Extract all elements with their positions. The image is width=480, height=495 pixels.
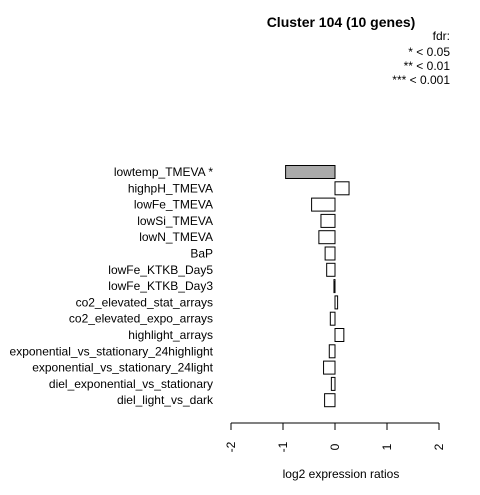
category-label: lowFe_KTKB_Day3 — [108, 279, 213, 293]
x-tick-label: 0 — [328, 443, 342, 450]
x-axis: -2 -1 0 1 2 — [224, 422, 446, 452]
bar — [334, 181, 350, 196]
bar — [330, 376, 336, 391]
bar — [323, 360, 336, 375]
bar — [320, 213, 336, 228]
x-tick-label: 2 — [432, 443, 446, 450]
category-label: lowSi_TMEVA — [137, 214, 213, 228]
category-label: highpH_TMEVA — [128, 181, 213, 195]
x-axis-label: log2 expression ratios — [283, 467, 400, 481]
category-label: BaP — [190, 247, 213, 261]
bar — [324, 393, 336, 408]
category-label: co2_elevated_expo_arrays — [69, 312, 213, 326]
category-label: exponential_vs_stationary_24light — [32, 361, 213, 375]
category-label: diel_light_vs_dark — [117, 393, 214, 407]
bar — [311, 197, 336, 212]
chart-title: Cluster 104 (10 genes) — [267, 14, 416, 30]
bar — [329, 311, 336, 326]
category-label: lowFe_TMEVA — [134, 198, 213, 212]
x-tick-label: -2 — [224, 441, 238, 452]
bar — [333, 279, 336, 294]
bar — [334, 328, 345, 342]
legend-entry: *** < 0.001 — [392, 73, 450, 87]
x-tick-label: 1 — [380, 443, 394, 450]
category-label: diel_exponential_vs_stationary — [49, 377, 213, 391]
bar — [285, 165, 336, 179]
legend-entry: ** < 0.01 — [404, 59, 451, 73]
bars — [285, 165, 350, 408]
bar — [328, 344, 336, 359]
x-tick-label: -1 — [276, 441, 290, 452]
category-label: exponential_vs_stationary_24highlight — [10, 344, 214, 358]
category-labels: lowtemp_TMEVA * highpH_TMEVA lowFe_TMEVAlo… — [10, 165, 214, 407]
bar — [334, 295, 339, 310]
bar — [318, 230, 336, 245]
legend: fdr: * < 0.05 ** < 0.01 *** < 0.001 — [392, 29, 450, 87]
bar — [324, 246, 336, 261]
category-label: co2_elevated_stat_arrays — [76, 295, 213, 309]
category-label: lowtemp_TMEVA * — [114, 165, 213, 179]
category-label: lowFe_KTKB_Day5 — [108, 263, 213, 277]
legend-title: fdr: — [433, 29, 450, 43]
category-label: highlight_arrays — [128, 328, 213, 342]
bar — [326, 262, 336, 277]
category-label: lowN_TMEVA — [139, 230, 213, 244]
legend-entry: * < 0.05 — [408, 45, 450, 59]
